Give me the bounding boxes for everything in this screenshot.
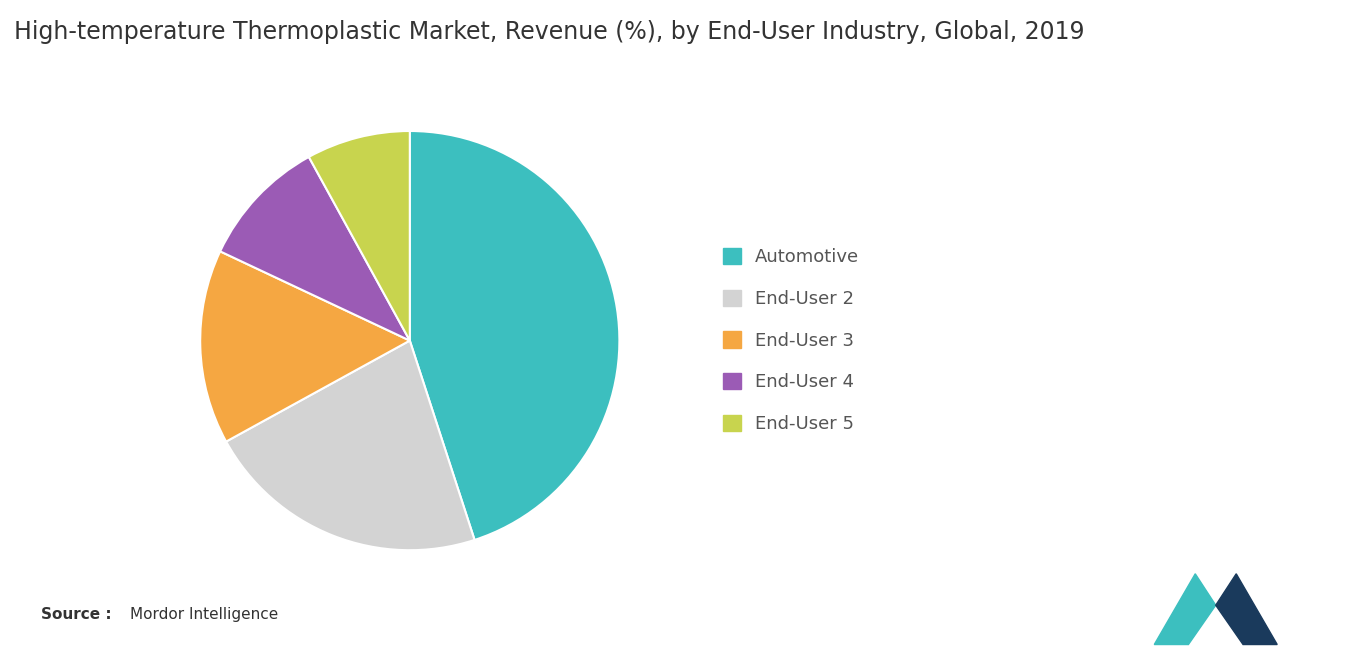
Wedge shape [220,157,410,341]
Text: Mordor Intelligence: Mordor Intelligence [130,607,279,622]
Text: High-temperature Thermoplastic Market, Revenue (%), by End-User Industry, Global: High-temperature Thermoplastic Market, R… [14,20,1085,44]
Legend: Automotive, End-User 2, End-User 3, End-User 4, End-User 5: Automotive, End-User 2, End-User 3, End-… [723,248,859,433]
Wedge shape [227,341,474,550]
Polygon shape [1154,574,1216,645]
Wedge shape [410,131,619,540]
Wedge shape [309,131,410,341]
Polygon shape [1216,574,1277,645]
Text: Source :: Source : [41,607,112,622]
Wedge shape [201,252,410,441]
